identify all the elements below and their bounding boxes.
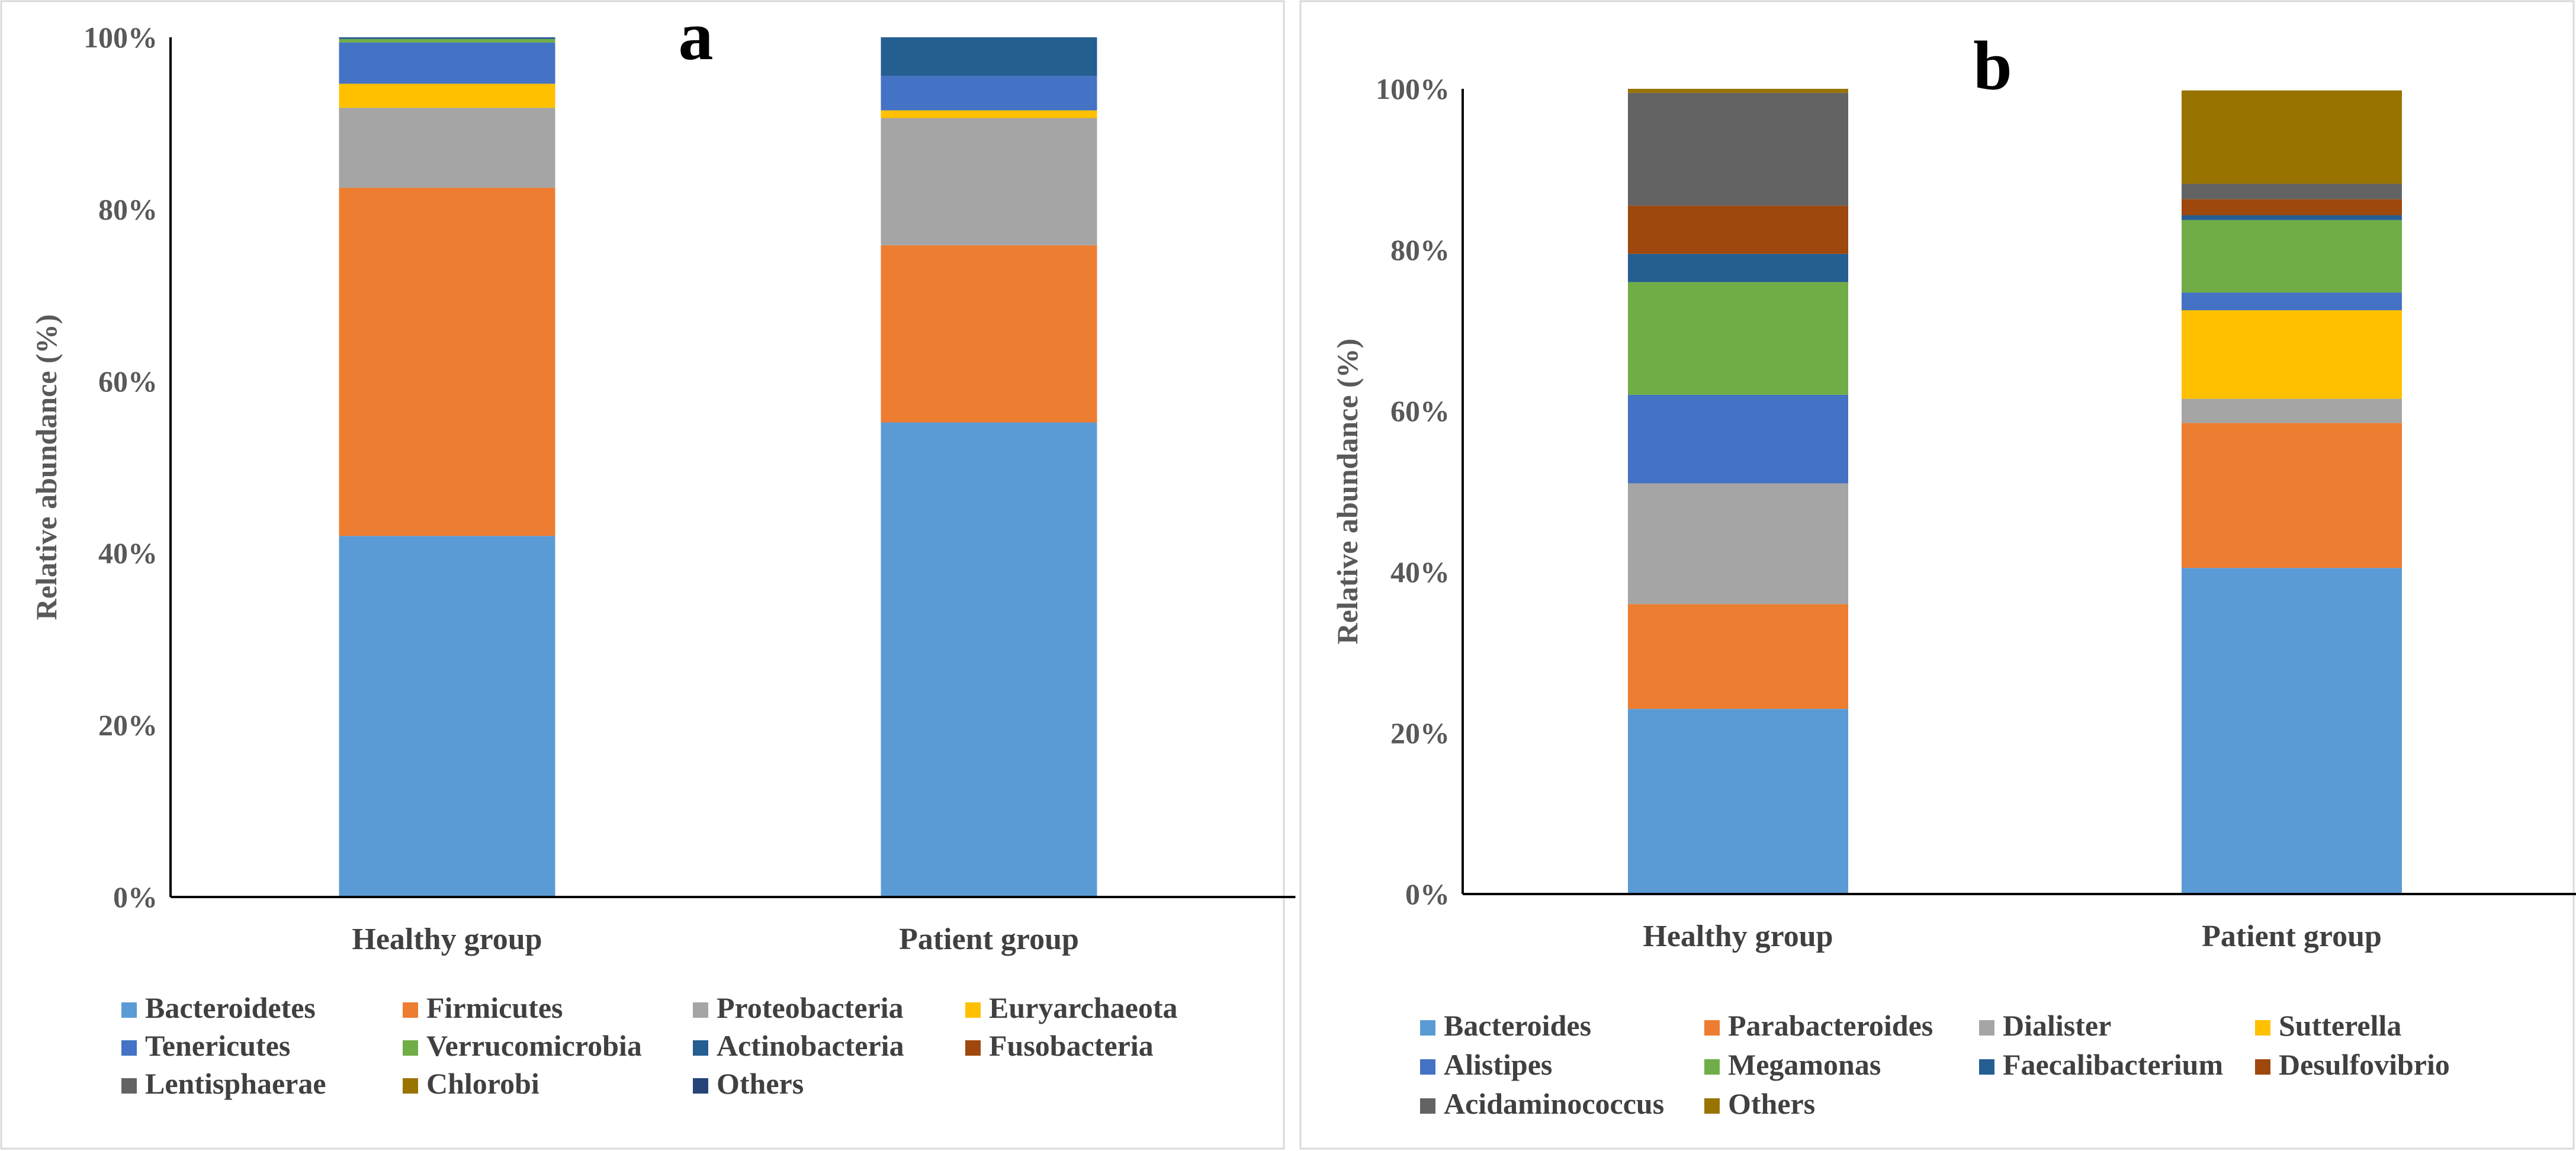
panel-a-legend-swatch-proteobacteria	[693, 1002, 708, 1018]
panel-a: 0% 20% 40% 60% 80% 100% Relative abundance (%)…	[30, 0, 1296, 1100]
panel-a-ytick-100: 100%	[83, 21, 158, 54]
panel-b-bar-patient-group-desulfovibrio	[2182, 199, 2402, 216]
panel-a-legend-swatch-tenericutes	[121, 1040, 137, 1056]
panel-b-ytick-60: 60%	[1390, 394, 1450, 427]
panel-a-legend-swatch-fusobacteria	[965, 1040, 981, 1056]
panel-a-bar-patient-group-euryarchaeota	[881, 110, 1097, 118]
panel-b-bar-patient-group-dialister	[2182, 398, 2402, 423]
panel-b-bar-healthy-group-others	[1628, 89, 1848, 93]
panel-b-bar-healthy-group-acidaminococcus	[1628, 92, 1848, 206]
panel-a-bar-patient-group-bacteroidetes	[881, 422, 1097, 897]
panel-a-bar-healthy-group-firmicutes	[339, 188, 555, 536]
panel-b-bar-healthy-group-dialister	[1628, 483, 1848, 605]
panel-a-ytick-40: 40%	[98, 536, 158, 570]
panel-a-bar-healthy-group-actinobacteria	[339, 37, 555, 39]
panel-a-legend-swatch-euryarchaeota	[965, 1002, 981, 1018]
panel-b-bar-patient-group-alistipes	[2182, 292, 2402, 310]
panel-a-legend-swatch-chlorobi	[403, 1078, 418, 1094]
panel-b-bar-healthy-group-desulfovibrio	[1628, 205, 1848, 254]
panel-b-ytick-80: 80%	[1390, 233, 1450, 266]
panel-a-bar-healthy-group-tenericutes	[339, 42, 555, 84]
panel-b-legend-label-dialister: Dialister	[2003, 1009, 2111, 1042]
panel-b-legend-swatch-others	[1704, 1098, 1720, 1114]
panel-a-legend-swatch-others	[693, 1078, 708, 1094]
panel-a-legend-label-bacteroidetes: Bacteroidetes	[145, 991, 316, 1024]
panel-a-legend-label-lentisphaerae: Lentisphaerae	[145, 1067, 326, 1100]
panel-b-legend-label-alistipes: Alistipes	[1444, 1048, 1552, 1081]
panel-a-legend-label-proteobacteria: Proteobacteria	[717, 991, 904, 1024]
panel-a-legend-swatch-bacteroidetes	[121, 1002, 137, 1018]
panel-a-bar-patient-group-proteobacteria	[881, 118, 1097, 246]
panel-a-ylabel: Relative abundance (%)	[30, 314, 63, 620]
panel-a-legend-label-actinobacteria: Actinobacteria	[717, 1029, 904, 1062]
panel-b-legend-swatch-megamonas	[1704, 1059, 1720, 1075]
panel-b-bar-patient-group-megamonas	[2182, 220, 2402, 293]
panel-b-letter: b	[1973, 27, 2012, 104]
panel-b-legend-swatch-parabacteroides	[1704, 1020, 1720, 1036]
panel-b: 0% 20% 40% 60% 80% 100% Relative abundance (%)…	[1331, 27, 2576, 1120]
panel-b-bar-patient-group-bacteroides	[2182, 568, 2402, 894]
panel-b-bar-healthy-group-bacteroides	[1628, 709, 1848, 894]
panel-b-xtick-patient-group: Patient group	[2202, 919, 2382, 953]
panel-b-xtick-healthy-group: Healthy group	[1643, 919, 1833, 953]
panel-a-xtick-healthy-group: Healthy group	[352, 922, 542, 956]
panel-a-xtick-patient-group: Patient group	[899, 922, 1079, 956]
panel-b-bar-patient-group-others	[2182, 90, 2402, 184]
panel-b-ytick-20: 20%	[1390, 716, 1450, 750]
panel-a-legend-label-chlorobi: Chlorobi	[426, 1067, 539, 1100]
panel-a-legend-swatch-firmicutes	[403, 1002, 418, 1018]
panel-b-legend-swatch-acidaminococcus	[1420, 1098, 1435, 1114]
panel-b-bar-healthy-group-parabacteroides	[1628, 604, 1848, 709]
panel-a-legend-swatch-actinobacteria	[693, 1040, 708, 1056]
panel-b-legend-swatch-dialister	[1979, 1020, 1994, 1036]
panel-b-legend-swatch-desulfovibrio	[2255, 1059, 2270, 1075]
panel-b-ylabel: Relative abundance (%)	[1331, 339, 1364, 645]
panel-a-legend-label-fusobacteria: Fusobacteria	[989, 1029, 1154, 1062]
panel-a-ytick-0: 0%	[113, 880, 158, 914]
panel-b-legend-swatch-faecalibacterium	[1979, 1059, 1994, 1075]
panel-a-legend-label-firmicutes: Firmicutes	[426, 991, 563, 1024]
panel-b-legend-label-megamonas: Megamonas	[1728, 1048, 1881, 1081]
panel-a-letter: a	[679, 0, 714, 75]
panel-b-legend-swatch-alistipes	[1420, 1059, 1435, 1075]
panel-a-bar-healthy-group-proteobacteria	[339, 108, 555, 188]
panel-b-legend-label-bacteroides: Bacteroides	[1444, 1009, 1591, 1042]
panel-b-legend-label-others: Others	[1728, 1087, 1815, 1120]
panel-b-bar-healthy-group-alistipes	[1628, 394, 1848, 484]
panel-b-bar-healthy-group-faecalibacterium	[1628, 253, 1848, 282]
panel-b-ytick-100: 100%	[1376, 72, 1450, 105]
panel-a-bar-patient-group-firmicutes	[881, 245, 1097, 423]
panel-b-bar-patient-group-sutterella	[2182, 310, 2402, 399]
panel-b-legend-label-sutterella: Sutterella	[2279, 1009, 2401, 1042]
panel-b-ytick-40: 40%	[1390, 555, 1450, 589]
panel-a-bar-healthy-group-euryarchaeota	[339, 83, 555, 108]
panel-a-legend-label-euryarchaeota: Euryarchaeota	[989, 991, 1177, 1024]
panel-b-ytick-0: 0%	[1405, 877, 1450, 911]
panel-a-legend-label-tenericutes: Tenericutes	[145, 1029, 290, 1062]
panel-b-legend-label-faecalibacterium: Faecalibacterium	[2003, 1048, 2223, 1081]
panel-b-bar-patient-group-acidaminococcus	[2182, 184, 2402, 200]
panel-b-bar-healthy-group-megamonas	[1628, 282, 1848, 395]
panel-b-bar-patient-group-faecalibacterium	[2182, 215, 2402, 220]
panel-a-bar-patient-group-actinobacteria	[881, 37, 1097, 76]
panel-a-bar-healthy-group-bacteroidetes	[339, 536, 555, 897]
panel-b-legend-swatch-bacteroides	[1420, 1020, 1435, 1036]
panel-a-ytick-20: 20%	[98, 709, 158, 742]
panel-a-legend-swatch-lentisphaerae	[121, 1078, 137, 1094]
panel-a-legend-label-others: Others	[717, 1067, 804, 1100]
panel-a-ytick-80: 80%	[98, 192, 158, 226]
panel-a-legend-label-verrucomicrobia: Verrucomicrobia	[426, 1029, 642, 1062]
panel-b-bar-patient-group-parabacteroides	[2182, 423, 2402, 568]
panel-a-ytick-60: 60%	[98, 365, 158, 398]
panel-b-legend-swatch-sutterella	[2255, 1020, 2270, 1036]
panel-b-legend-label-desulfovibrio: Desulfovibrio	[2279, 1048, 2450, 1081]
panel-a-bar-healthy-group-verrucomicrobia	[339, 38, 555, 43]
panel-b-legend-label-acidaminococcus: Acidaminococcus	[1444, 1087, 1664, 1120]
panel-a-legend-swatch-verrucomicrobia	[403, 1040, 418, 1056]
panel-b-legend-label-parabacteroides: Parabacteroides	[1728, 1009, 1933, 1042]
panel-a-bar-patient-group-tenericutes	[881, 76, 1097, 111]
